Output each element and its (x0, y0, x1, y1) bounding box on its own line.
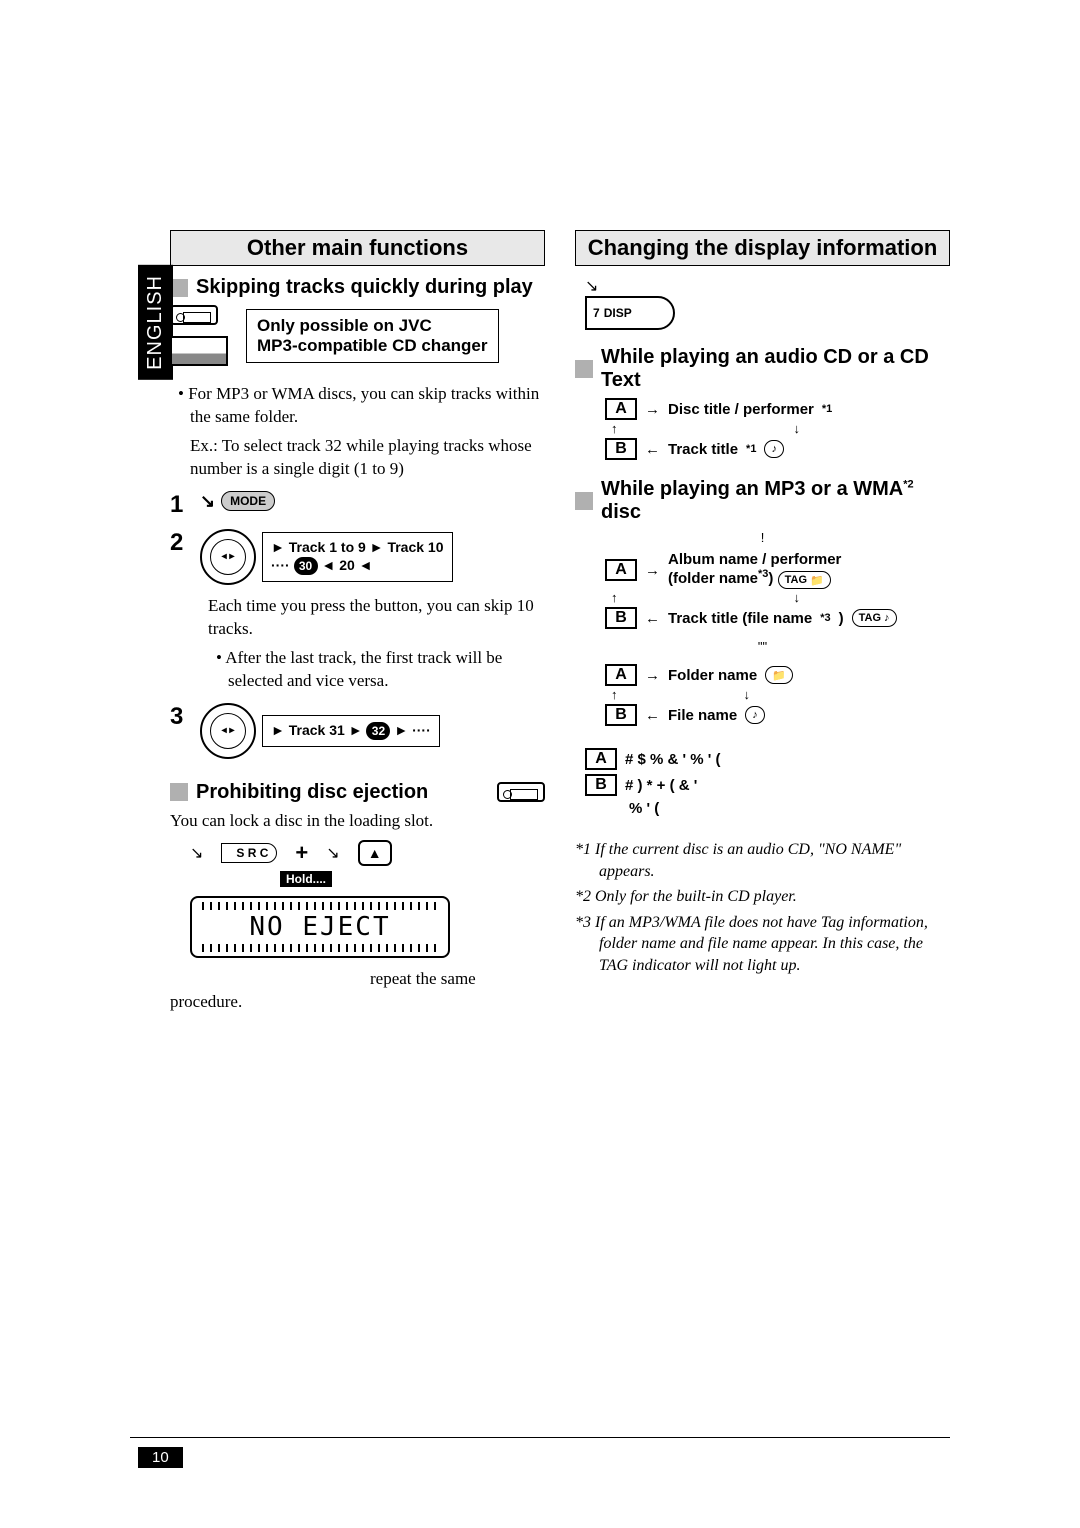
cd-changer-icon (170, 336, 228, 366)
music-note-icon: ♪ (745, 706, 765, 724)
control-dial[interactable]: ◂ ▸ (200, 529, 256, 585)
eject-button[interactable]: ▲ (358, 840, 392, 866)
src-button[interactable]: S R C (221, 843, 277, 863)
skip-10-note: Each time you press the button, you can … (208, 595, 545, 641)
track-sequence-diagram: ► Track 1 to 9 ► Track 10 ···· 30 ◄ 20 ◄ (262, 532, 453, 582)
mp3-wma-note: • For MP3 or WMA discs, you can skip tra… (190, 383, 545, 429)
content-columns: Other main functions Skipping tracks qui… (170, 230, 950, 1020)
lock-controls-row: ↘ S R C + ↘ ▲ (190, 840, 545, 866)
press-indicator-icon: ↘ (190, 843, 203, 863)
label-b-box: B (585, 774, 617, 796)
track31-diagram: ► Track 31 ► 32 ► ···· (262, 715, 440, 747)
mp3-row-a: A → Album name / performer (folder name*… (605, 551, 950, 589)
square-bullet-icon (170, 783, 188, 801)
folder-row-b: B ← File name ♪ (605, 704, 950, 726)
music-note-icon: ♪ (764, 440, 784, 458)
mp3-row-b: B ← Track title (file name*3) TAG♪ (605, 607, 950, 629)
glyph-row-b: B # ) * + ( & ' (585, 774, 950, 796)
heading-audio-cd: While playing an audio CD or a CD Text (575, 346, 950, 392)
hold-label: Hold.... (280, 871, 332, 887)
heading-mp3-text: While playing an MP3 or a WMA*2 disc (601, 478, 950, 524)
footnote-2: *2 Only for the built-in CD player. (575, 886, 950, 908)
label-b-box: B (605, 607, 637, 629)
step-1-number: 1 (170, 491, 188, 519)
page-footer-rule (130, 1437, 950, 1438)
label-b-box: B (605, 438, 637, 460)
folder-icon: 📁 (765, 666, 793, 684)
cd-row-b: B ← Track title*1 ♪ (605, 438, 950, 460)
heading-prohibit-text: Prohibiting disc ejection (196, 781, 428, 804)
footnote-1: *1 If the current disc is an audio CD, "… (575, 839, 950, 882)
cycle-arrows: ↑↓ (611, 690, 950, 700)
glyph-row-b2: % ' ( (629, 800, 950, 817)
display-panel-icon (497, 782, 545, 802)
press-indicator-icon: ↘ (326, 843, 339, 863)
tag-folder-icon: TAG📁 (778, 571, 831, 589)
label-a-box: A (585, 748, 617, 770)
step-3: 3 ◂ ▸ ► Track 31 ► 32 ► ···· (170, 703, 545, 759)
last-track-note: • After the last track, the first track … (228, 647, 545, 693)
step-1: 1 ↘ MODE (170, 491, 545, 519)
page-number: 10 (138, 1447, 183, 1468)
control-dial-2[interactable]: ◂ ▸ (200, 703, 256, 759)
left-column: Other main functions Skipping tracks qui… (170, 230, 545, 1020)
footnote-3: *3 If an MP3/WMA file does not have Tag … (575, 912, 950, 977)
section-title-display-info: Changing the display information (575, 230, 950, 266)
label-b-box: B (605, 704, 637, 726)
heading-skip-tracks-text: Skipping tracks quickly during play (196, 276, 533, 299)
label-a-box: A (605, 398, 637, 420)
language-tab: ENGLISH (138, 265, 173, 380)
display-panel-icon (170, 305, 228, 371)
folder-row-a: A → Folder name 📁 (605, 664, 950, 686)
glyph-row-a: A # $ % & ' % ' ( (585, 748, 950, 770)
step-2: 2 ◂ ▸ ► Track 1 to 9 ► Track 10 ···· 30 … (170, 529, 545, 585)
tag-note-icon: TAG♪ (852, 609, 897, 627)
cycle-arrows: ↑↓ (611, 593, 950, 603)
cycle-arrows: ↑↓ (611, 424, 950, 434)
press-indicator-icon: ↘ (200, 491, 215, 512)
disp-button[interactable]: 7 DISP (585, 296, 675, 330)
heading-mp3-wma: While playing an MP3 or a WMA*2 disc (575, 478, 950, 524)
right-column: Changing the display information ↘ 7 DIS… (575, 230, 950, 1020)
only-possible-note: Only possible on JVC MP3-compatible CD c… (246, 309, 499, 363)
label-a-box: A (605, 559, 637, 581)
square-bullet-icon (575, 492, 593, 510)
square-bullet-icon (575, 360, 593, 378)
example-line: Ex.: To select track 32 while playing tr… (190, 435, 545, 481)
section-title-other-main: Other main functions (170, 230, 545, 266)
heading-audio-cd-text: While playing an audio CD or a CD Text (601, 346, 950, 392)
heading-skip-tracks: Skipping tracks quickly during play (170, 276, 545, 299)
step-2-number: 2 (170, 529, 188, 557)
label-a-box: A (605, 664, 637, 686)
cancel-text: repeat the same procedure. (170, 968, 545, 1014)
cd-row-a: A → Disc title / performer*1 (605, 398, 950, 420)
lcd-display: NO EJECT (190, 896, 450, 958)
heading-prohibit-ejection: Prohibiting disc ejection (170, 781, 545, 804)
step-3-number: 3 (170, 703, 188, 731)
lock-disc-text: You can lock a disc in the loading slot. (170, 810, 545, 833)
mode-button[interactable]: MODE (221, 491, 275, 511)
